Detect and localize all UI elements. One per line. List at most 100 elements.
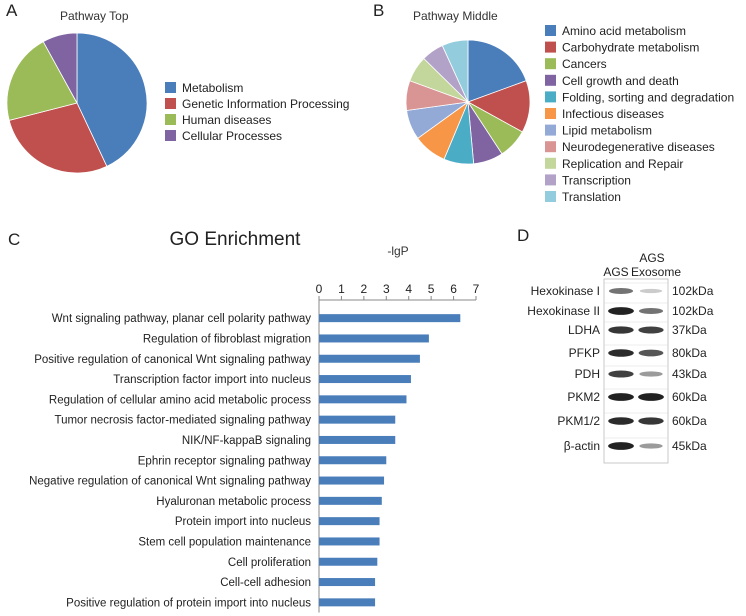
wb-col-exosome-line1: AGS [639, 251, 664, 265]
bar [319, 415, 396, 424]
legend-swatch [165, 130, 176, 141]
legend-label: Carbohydrate metabolism [562, 41, 699, 55]
band-exosome [639, 288, 663, 294]
category-label: Stem cell population maintenance [138, 536, 311, 548]
legend-label: Replication and Repair [562, 157, 683, 171]
band-exosome [638, 326, 664, 334]
blot-frame [603, 278, 669, 464]
protein-label: PFKP [569, 346, 600, 360]
pie-top-title: Pathway Top [60, 9, 129, 23]
legend-label: Folding, sorting and degradation [562, 90, 734, 104]
panel-label-d: D [517, 226, 529, 245]
band-ags [608, 349, 634, 357]
pie-middle-legend: Amino acid metabolism Carbohydrate metabo… [545, 24, 734, 204]
band-exosome [639, 371, 663, 377]
pie-chart-middle [405, 39, 531, 165]
legend-label: Amino acid metabolism [562, 24, 686, 38]
go-bar-chart: 0 1 2 3 4 5 6 7 Wnt signaling pathway, planar ce… [29, 282, 480, 613]
category-label: Negative regulation of canonical Wnt sig… [29, 476, 311, 488]
legend-swatch [545, 108, 556, 119]
bar [319, 314, 461, 323]
band-ags [608, 393, 634, 401]
bar [319, 557, 378, 566]
legend-label: Translation [562, 190, 621, 204]
protein-label: LDHA [568, 323, 600, 337]
bar [319, 598, 376, 607]
molecular-weight-label: 37kDa [672, 323, 707, 337]
x-axis-label: -lgP [387, 244, 408, 258]
wb-col-exosome-line2: Exosome [631, 265, 681, 279]
bar [319, 537, 380, 546]
legend-label: Neurodegenerative diseases [562, 140, 715, 154]
band-ags [608, 442, 634, 450]
x-tick-label: 6 [450, 282, 457, 296]
panel-label-b: B [373, 1, 384, 20]
category-label: Cell proliferation [228, 557, 311, 569]
category-label: Regulation of fibroblast migration [143, 333, 311, 345]
molecular-weight-label: 45kDa [672, 439, 707, 453]
protein-label: PKM2 [567, 390, 600, 404]
protein-label: PDH [575, 367, 600, 381]
molecular-weight-label: 102kDa [672, 284, 714, 298]
pie-slice [76, 32, 148, 167]
bar [319, 456, 387, 465]
bar [319, 354, 420, 363]
band-ags [608, 307, 634, 315]
molecular-weight-label: 102kDa [672, 304, 714, 318]
pie-slice [467, 39, 527, 103]
legend-label: Human diseases [182, 113, 271, 127]
panel-label-c: C [8, 230, 20, 249]
bar [319, 435, 396, 444]
x-tick-label: 1 [338, 282, 345, 296]
wb-col-ags: AGS [603, 265, 628, 279]
legend-label: Metabolism [182, 81, 243, 95]
x-tick-label: 3 [383, 282, 390, 296]
band-exosome [638, 393, 664, 401]
legend-swatch [545, 25, 556, 36]
band-ags [608, 417, 634, 425]
band-exosome [638, 417, 664, 425]
band-ags [608, 370, 634, 378]
x-tick-label: 7 [473, 282, 480, 296]
band-ags [608, 326, 634, 334]
band-ags [608, 287, 634, 295]
pie-slice [6, 41, 78, 121]
band-exosome [639, 443, 663, 449]
category-label: Cell-cell adhesion [220, 577, 311, 589]
panel-label-a: A [6, 1, 18, 20]
category-label: Wnt signaling pathway, planar cell polar… [52, 313, 312, 325]
western-blot-panel: AGS AGS Exosome Hexokinase I 102kDa Hexoki… [527, 251, 714, 464]
x-tick-label: 0 [316, 282, 323, 296]
legend-swatch [545, 58, 556, 70]
x-tick-label: 2 [361, 282, 368, 296]
legend-swatch [545, 124, 556, 136]
legend-label: Genetic Information Processing [182, 97, 349, 111]
bar [319, 496, 382, 505]
pie-slice [42, 32, 78, 104]
pie-middle-title: Pathway Middle [413, 9, 498, 23]
bar [319, 476, 385, 485]
molecular-weight-label: 60kDa [672, 414, 707, 428]
legend-label: Lipid metabolism [562, 124, 652, 138]
category-label: Regulation of cellular amino acid metabo… [49, 394, 311, 406]
bar [319, 334, 429, 343]
legend-label: Cellular Processes [182, 129, 282, 143]
legend-swatch [545, 41, 556, 53]
category-label: Positive regulation of protein import in… [66, 597, 311, 609]
legend-swatch [545, 157, 556, 169]
legend-label: Cell growth and death [562, 74, 679, 88]
legend-swatch [545, 91, 556, 103]
protein-label: β-actin [564, 439, 600, 453]
pie-slice [441, 39, 469, 103]
legend-swatch [165, 114, 176, 125]
category-label: Protein import into nucleus [175, 516, 311, 528]
bar [319, 395, 407, 404]
bar-chart-title: GO Enrichment [170, 229, 302, 250]
legend-label: Transcription [562, 173, 631, 187]
legend-swatch [165, 98, 176, 109]
bar [319, 375, 411, 384]
molecular-weight-label: 60kDa [672, 390, 707, 404]
band-exosome [638, 349, 664, 357]
bar [319, 517, 380, 526]
